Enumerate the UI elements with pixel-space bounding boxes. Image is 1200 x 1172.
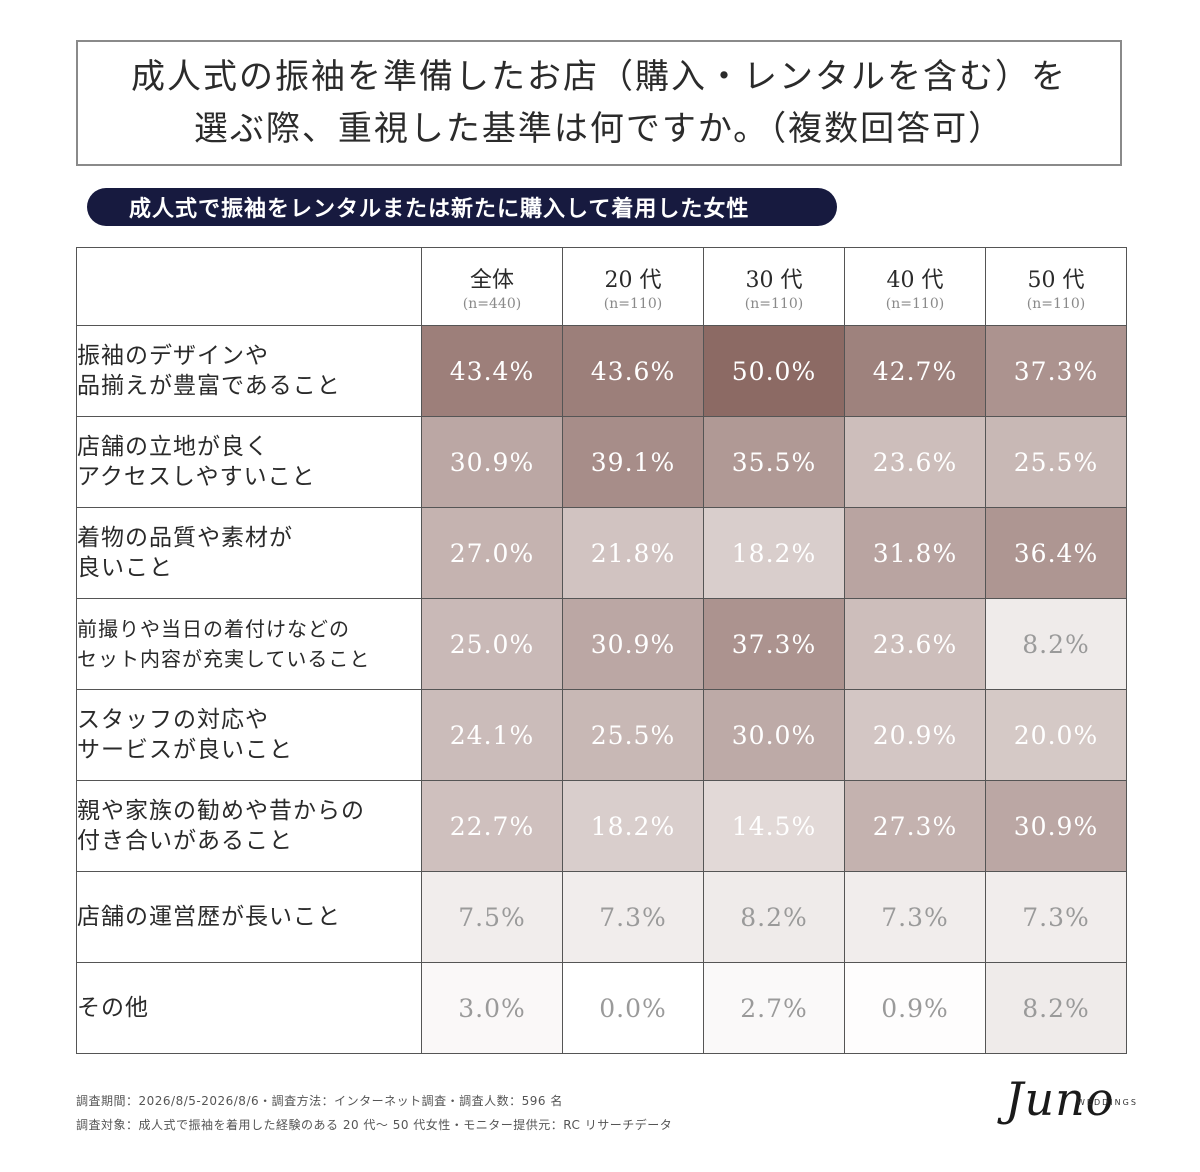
heatmap-cell: 7.5% bbox=[421, 871, 563, 963]
row-label: スタッフの対応や サービスが良いこと bbox=[76, 689, 422, 781]
logo-weddings: WEDDINGS bbox=[1077, 1098, 1138, 1107]
heatmap-cell: 30.0% bbox=[703, 689, 845, 781]
row-label-line: 付き合いがあること bbox=[77, 828, 293, 854]
heatmap-cell: 30.9% bbox=[562, 598, 704, 690]
heatmap-cell: 7.3% bbox=[562, 871, 704, 963]
heatmap-cell: 27.0% bbox=[421, 507, 563, 599]
subtitle-text: 成人式で振袖をレンタルまたは新たに購入して着用した女性 bbox=[129, 196, 750, 222]
juno-logo: Juno WEDDINGS bbox=[1005, 1068, 1138, 1138]
table-row: スタッフの対応や サービスが良いこと 24.1% 25.5% 30.0% 20.9% 20.… bbox=[76, 689, 1127, 781]
table-row: 親や家族の勧めや昔からの 付き合いがあること 22.7% 18.2% 14.5% 27.3… bbox=[76, 780, 1127, 872]
table-row: 前撮りや当日の着付けなどの セット内容が充実していること 25.0% 30.9% 37.… bbox=[76, 598, 1127, 690]
row-label-line: 店舗の運営歴が長いこと bbox=[77, 904, 341, 930]
heatmap-cell: 7.3% bbox=[985, 871, 1127, 963]
heatmap-cell: 50.0% bbox=[703, 325, 845, 417]
column-name: 20 代 bbox=[604, 267, 662, 293]
heatmap-cell: 8.2% bbox=[985, 962, 1127, 1054]
heatmap-cell: 36.4% bbox=[985, 507, 1127, 599]
row-label-line: 親や家族の勧めや昔からの bbox=[77, 798, 365, 824]
heatmap-cell: 0.0% bbox=[562, 962, 704, 1054]
table-row: 店舗の立地が良く アクセスしやすいこと 30.9% 39.1% 35.5% 23.6% 25… bbox=[76, 416, 1127, 508]
row-label-line: セット内容が充実していること bbox=[77, 647, 371, 671]
heatmap-cell: 20.9% bbox=[844, 689, 986, 781]
column-name: 40 代 bbox=[886, 267, 944, 293]
row-label: 店舗の立地が良くアクセスしやすいこと bbox=[76, 416, 422, 508]
row-label-line: スタッフの対応や bbox=[77, 707, 269, 733]
column-sample-size: (n=110) bbox=[744, 295, 804, 312]
heatmap-cell: 18.2% bbox=[703, 507, 845, 599]
heatmap-cell: 30.9% bbox=[421, 416, 563, 508]
table-row: 振袖のデザインや 品揃えが豊富であること 43.4% 43.6% 50.0% 42.7% 3… bbox=[76, 325, 1127, 417]
row-label: 店舗の運営歴が長いこと bbox=[76, 871, 422, 963]
table-row: 着物の品質や素材が 良いこと 27.0% 21.8% 18.2% 31.8% 36.4% bbox=[76, 507, 1127, 599]
heatmap-cell: 22.7% bbox=[421, 780, 563, 872]
heatmap-cell: 24.1% bbox=[421, 689, 563, 781]
column-sample-size: (n=440) bbox=[462, 295, 522, 312]
header-row: 全体 (n=440) 20 代 (n=110) 30 代 (n=110) 40 代 (n=11… bbox=[76, 247, 1127, 326]
row-label: 親や家族の勧めや昔からの 付き合いがあること bbox=[76, 780, 422, 872]
heatmap-cell: 8.2% bbox=[985, 598, 1127, 690]
row-label: 着物の品質や素材が 良いこと bbox=[76, 507, 422, 599]
heatmap-cell: 37.3% bbox=[703, 598, 845, 690]
heatmap-cell: 31.8% bbox=[844, 507, 986, 599]
heatmap-cell: 27.3% bbox=[844, 780, 986, 872]
footer-line-2: 調査対象：成人式で振袖を着用した経験のある 20 代〜 50 代女性・モニター提… bbox=[76, 1118, 673, 1132]
column-header: 50 代 (n=110) bbox=[985, 247, 1127, 326]
row-label: 振袖のデザインや品揃えが豊富であること bbox=[76, 325, 422, 417]
heatmap-cell: 8.2% bbox=[703, 871, 845, 963]
heatmap-cell: 14.5% bbox=[703, 780, 845, 872]
row-label-line: その他 bbox=[77, 995, 149, 1021]
heatmap-cell: 20.0% bbox=[985, 689, 1127, 781]
column-name: 50 代 bbox=[1027, 267, 1085, 293]
heatmap-cell: 3.0% bbox=[421, 962, 563, 1054]
table-row: その他 3.0% 0.0% 2.7% 0.9% 8.2% bbox=[76, 962, 1127, 1054]
subtitle-pill: 成人式で振袖をレンタルまたは新たに購入して着用した女性 bbox=[87, 188, 837, 226]
row-label-line: 店舗の立地が良く bbox=[77, 434, 269, 460]
row-label-line: 着物の品質や素材が bbox=[77, 525, 293, 551]
row-label-line: 振袖のデザインや bbox=[77, 343, 269, 369]
heatmap-cell: 18.2% bbox=[562, 780, 704, 872]
row-label-line: 前撮りや当日の着付けなどの bbox=[77, 617, 350, 641]
heatmap-table: 全体 (n=440) 20 代 (n=110) 30 代 (n=110) 40 代 (n=11… bbox=[76, 247, 1127, 1054]
heatmap-cell: 43.6% bbox=[562, 325, 704, 417]
heatmap-cell: 37.3% bbox=[985, 325, 1127, 417]
logo-script: Juno bbox=[1005, 1072, 1115, 1126]
column-header: 全体 (n=440) bbox=[421, 247, 563, 326]
row-label-line: アクセスしやすいこと bbox=[77, 464, 316, 490]
row-label-line: サービスが良いこと bbox=[77, 737, 293, 763]
heatmap-cell: 25.0% bbox=[421, 598, 563, 690]
heatmap-cell: 42.7% bbox=[844, 325, 986, 417]
column-name: 全体 bbox=[469, 267, 514, 293]
row-label-line: 良いこと bbox=[77, 555, 173, 581]
heatmap-cell: 23.6% bbox=[844, 416, 986, 508]
column-header: 40 代 (n=110) bbox=[844, 247, 986, 326]
heatmap-cell: 43.4% bbox=[421, 325, 563, 417]
column-sample-size: (n=110) bbox=[1026, 295, 1086, 312]
heatmap-cell: 7.3% bbox=[844, 871, 986, 963]
column-header: 20 代 (n=110) bbox=[562, 247, 704, 326]
table-row: 店舗の運営歴が長いこと 7.5% 7.3% 8.2% 7.3% 7.3% bbox=[76, 871, 1127, 963]
column-sample-size: (n=110) bbox=[885, 295, 945, 312]
footer-line-1: 調査期間：2026/8/5-2026/8/6・調査方法：インターネット調査・調査… bbox=[76, 1094, 563, 1108]
corner-cell bbox=[76, 247, 422, 326]
heatmap-cell: 30.9% bbox=[985, 780, 1127, 872]
column-name: 30 代 bbox=[745, 267, 803, 293]
heatmap-cell: 21.8% bbox=[562, 507, 704, 599]
heatmap-cell: 23.6% bbox=[844, 598, 986, 690]
heatmap-cell: 25.5% bbox=[562, 689, 704, 781]
row-label: 前撮りや当日の着付けなどの セット内容が充実していること bbox=[76, 598, 422, 690]
row-label-line: 品揃えが豊富であること bbox=[77, 373, 341, 399]
title-line-1: 成人式の振袖を準備したお店（購入・レンタルを含む）を bbox=[131, 57, 1067, 97]
row-label: その他 bbox=[76, 962, 422, 1054]
heatmap-cell: 25.5% bbox=[985, 416, 1127, 508]
heatmap-cell: 39.1% bbox=[562, 416, 704, 508]
title-box: 成人式の振袖を準備したお店（購入・レンタルを含む）を 選ぶ際、重視した基準は何で… bbox=[76, 40, 1122, 166]
column-header: 30 代 (n=110) bbox=[703, 247, 845, 326]
title-line-2: 選ぶ際、重視した基準は何ですか。（複数回答可） bbox=[193, 109, 1005, 149]
heatmap-cell: 0.9% bbox=[844, 962, 986, 1054]
heatmap-cell: 2.7% bbox=[703, 962, 845, 1054]
heatmap-cell: 35.5% bbox=[703, 416, 845, 508]
column-sample-size: (n=110) bbox=[603, 295, 663, 312]
